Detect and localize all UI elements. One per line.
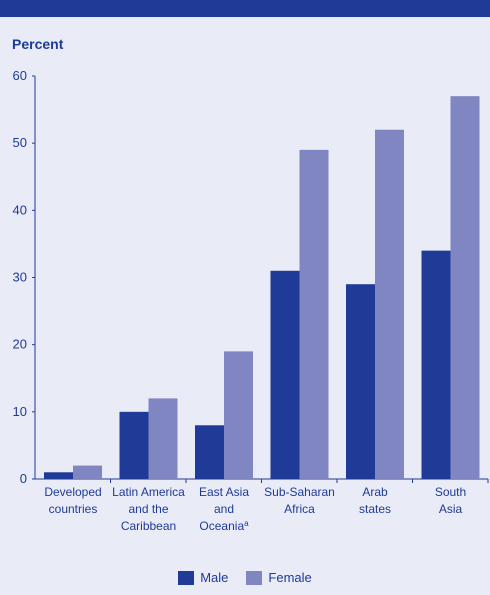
x-tick-label-line: and [214, 502, 234, 516]
x-tick-label-line: Oceaniaa [199, 519, 249, 534]
legend: Male Female [0, 570, 490, 585]
y-tick-label: 10 [13, 404, 27, 419]
x-tick-label-line: East Asia [199, 485, 249, 499]
x-tick-label-line: Arab [362, 485, 388, 499]
y-tick-label: 50 [13, 135, 27, 150]
x-tick-label: Arab states [359, 485, 391, 516]
header-band [0, 0, 490, 17]
y-tick-label: 20 [13, 337, 27, 352]
legend-label-female: Female [268, 570, 312, 585]
category-labels: Developed countries Latin America and the Ca… [44, 485, 466, 533]
legend-swatch-female [246, 570, 263, 585]
bar-female [375, 129, 404, 479]
bar-male [270, 270, 300, 479]
legend-label-male: Male [200, 570, 229, 585]
bar-female [73, 465, 102, 479]
x-tick-label-line: Latin America [112, 485, 185, 499]
bar-male [44, 472, 73, 479]
y-tick-label: 30 [13, 270, 27, 285]
legend-item-female: Female [246, 570, 312, 585]
bar-female [224, 351, 253, 479]
x-tick-label: South Asia [435, 485, 466, 516]
bar-male [421, 250, 451, 479]
legend-item-male: Male [178, 570, 228, 585]
bar-male [346, 284, 375, 479]
x-tick-label-line: Developed [44, 485, 101, 499]
x-tick-label-line: states [359, 502, 391, 516]
y-tick-label: 40 [13, 202, 27, 217]
bar-female [299, 149, 329, 479]
y-axis-label: Percent [12, 36, 64, 52]
x-tick-label-line: Africa [284, 502, 315, 516]
legend-swatch-male [178, 570, 195, 585]
x-tick-label-line: South [435, 485, 466, 499]
footnote-marker: a [244, 519, 249, 528]
x-tick-label-line: and the [128, 502, 168, 516]
bars [44, 96, 480, 480]
x-tick-label: Latin America and the Caribbean [112, 485, 185, 533]
chart-panel [0, 17, 490, 595]
bar-female [148, 398, 178, 479]
x-tick-label-line: Caribbean [121, 519, 176, 533]
bar-male [195, 425, 224, 479]
x-tick-label: Developed countries [44, 485, 101, 516]
bar-female [450, 96, 480, 480]
bar-male [119, 411, 149, 479]
x-tick-label-line: countries [49, 502, 98, 516]
axes: 0 10 20 30 40 50 60 [13, 68, 489, 486]
y-tick-label: 0 [20, 471, 27, 486]
x-tick-label-line: Sub-Saharan [264, 485, 335, 499]
x-tick-label: East Asia and Oceaniaa [199, 485, 249, 533]
x-tick-label-line: Asia [439, 502, 463, 516]
x-tick-label: Sub-Saharan Africa [264, 485, 335, 516]
y-tick-label: 60 [13, 68, 27, 83]
